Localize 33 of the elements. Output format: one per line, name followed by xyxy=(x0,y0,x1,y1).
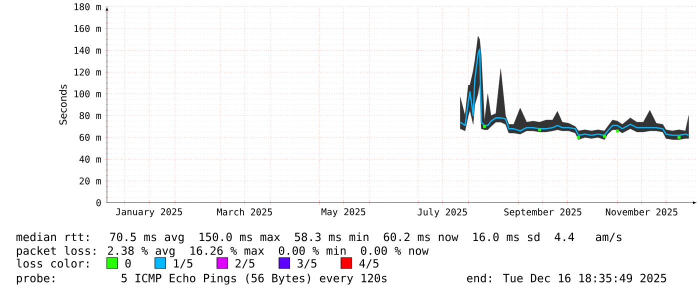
y-axis-title: Seconds xyxy=(59,84,67,125)
y-tick-label: 0 xyxy=(96,199,101,206)
point xyxy=(602,134,606,138)
legend-label: 0 xyxy=(125,259,131,268)
legend-label: 2/5 xyxy=(236,259,254,269)
legend-label: 1/5 xyxy=(174,259,192,269)
point xyxy=(678,136,680,139)
y-tick-label: 80 m xyxy=(80,112,101,120)
text: end: Tue Dec 16 18:35:49 2025 xyxy=(467,274,666,282)
y-tick-label: 120 m xyxy=(74,68,101,76)
y-tick-label: 20 m xyxy=(80,177,101,184)
legend-label: 4/5 xyxy=(359,259,378,269)
text: probe: 5 ICMP Echo Pings (56 Bytes) every 120s xyxy=(16,274,387,285)
x-tick-label: July 2025 xyxy=(418,208,467,218)
point xyxy=(483,125,486,128)
x-tick-label: September 2025 xyxy=(504,208,582,218)
y-tick-label: 100 m xyxy=(74,90,101,98)
x-tick-label: November 2025 xyxy=(606,208,678,216)
y-tick-label: 60 m xyxy=(80,134,101,141)
y-tick-label: 140 m xyxy=(74,46,101,54)
point xyxy=(577,136,580,139)
y-tick-label: 180 m xyxy=(74,3,101,10)
legend-title: loss color: xyxy=(16,258,88,268)
x-tick-label: March 2025 xyxy=(217,208,272,216)
point xyxy=(538,128,542,132)
x-tick-label: May 2025 xyxy=(322,208,366,218)
y-tick-label: 160 m xyxy=(74,25,101,32)
point xyxy=(616,129,619,132)
text: packet loss: 2.38 % avg 16.26 % max 0.00 % min 0.00 % now xyxy=(16,246,429,258)
x-tick-label: January 2025 xyxy=(116,208,182,218)
text: median rtt: 70.5 ms avg 150.0 ms max 58.3 ms min 60.2 ms now 16.0 ms sd 4.4 am/s xyxy=(16,232,622,244)
legend-label: 3/5 xyxy=(298,259,316,269)
y-tick-label: 40 m xyxy=(79,156,101,163)
